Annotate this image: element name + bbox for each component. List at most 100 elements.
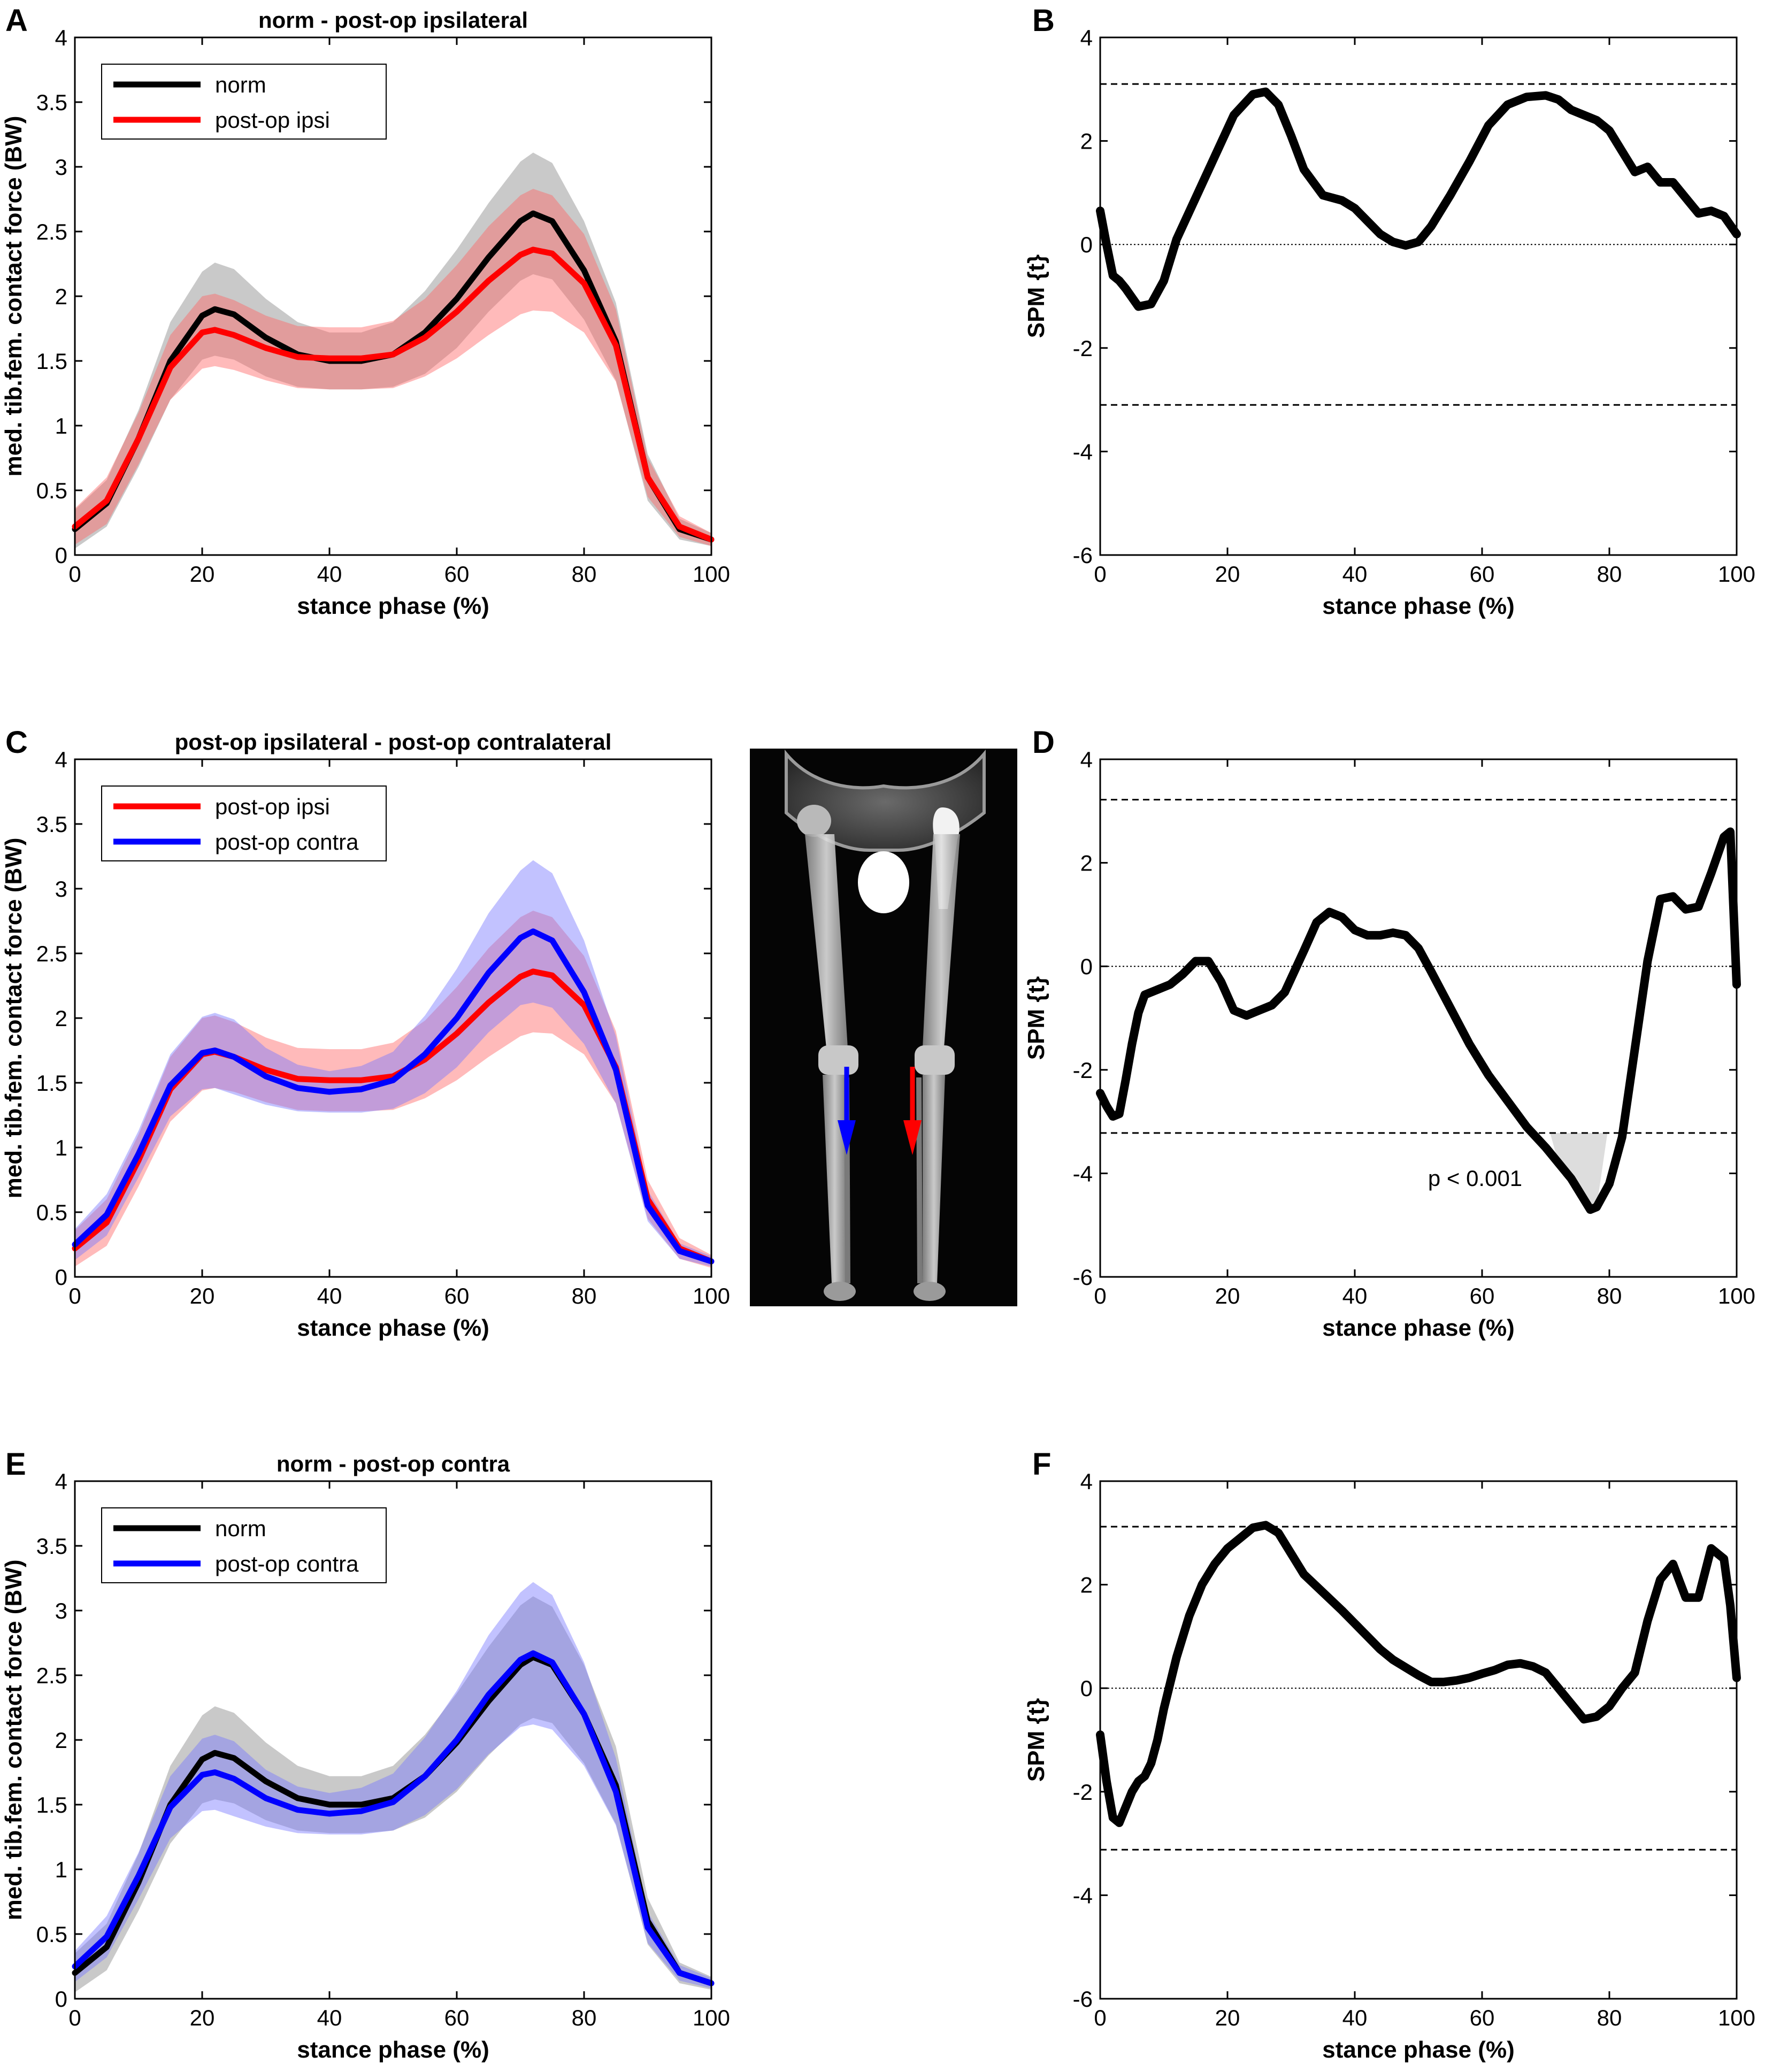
red-force-arrow-head	[903, 1120, 922, 1155]
x-tick-label: 0	[68, 1283, 81, 1308]
x-tick-label: 60	[444, 2005, 470, 2030]
x-tick-label: 40	[1342, 2005, 1368, 2030]
x-tick-label: 20	[1215, 561, 1240, 587]
y-tick-label: -6	[1073, 1986, 1093, 2012]
x-tick-label: 0	[68, 2005, 81, 2030]
x-tick-label: 20	[190, 1283, 215, 1308]
sd-band-norm	[75, 1596, 711, 1992]
right-knee-joint	[915, 1045, 955, 1075]
significance-annotation: p < 0.001	[1428, 1166, 1522, 1191]
blue-force-arrow-head	[838, 1120, 856, 1155]
series-line-spm-t-	[1096, 1521, 1741, 1827]
x-tick-label: 60	[444, 1283, 470, 1308]
left-femoral-head	[797, 805, 831, 837]
legend-label: norm	[215, 1516, 266, 1541]
y-tick-label: 2	[55, 284, 67, 309]
y-tick-label: -2	[1073, 1780, 1093, 1805]
x-tick-label: 100	[1718, 2005, 1755, 2030]
x-tick-label: 40	[1342, 561, 1368, 587]
x-tick-label: 20	[1215, 2005, 1240, 2030]
x-axis-label: stance phase (%)	[297, 1315, 489, 1341]
sd-band-post-op-ipsi	[75, 189, 711, 546]
y-tick-label: 0	[1080, 954, 1093, 979]
y-tick-label: 2.5	[36, 219, 67, 244]
y-tick-label: 0	[55, 1265, 67, 1290]
chart-b-spm-ipsi: 0 20 40 60 80 100 -6 -4 -2 0 2 4 stance phase (%) SPM…	[1023, 25, 1755, 619]
y-tick-label: 1.5	[36, 349, 67, 374]
y-tick-label: 0	[55, 1986, 67, 2012]
y-tick-label: -4	[1073, 439, 1093, 464]
x-tick-label: 60	[444, 561, 470, 587]
right-femur-shape	[923, 834, 960, 1048]
x-tick-label: 80	[572, 561, 597, 587]
x-tick-label: 100	[693, 561, 730, 587]
legend-box	[101, 64, 387, 140]
x-tick-label: 80	[572, 1283, 597, 1308]
y-tick-label: 2	[55, 1006, 67, 1031]
x-tick-label: 40	[1342, 1283, 1368, 1308]
panel-letter-f: F	[1032, 1447, 1051, 1482]
legend-label: post-op contra	[215, 829, 359, 854]
sd-band-post-op-contra	[75, 860, 711, 1267]
chart-title: post-op ipsilateral - post-op contralate…	[175, 729, 612, 754]
chart-f-spm-contra: 0 20 40 60 80 100 -6 -4 -2 0 2 4 stance phase (%) SPM…	[1023, 1469, 1755, 2063]
axes-frame	[1099, 1480, 1738, 2000]
y-tick-label: 4	[1080, 747, 1093, 772]
x-tick-label: 100	[1718, 561, 1755, 587]
y-tick-label: 1.5	[36, 1070, 67, 1096]
y-tick-label: 4	[1080, 25, 1093, 50]
x-axis-label: stance phase (%)	[1322, 2037, 1514, 2063]
y-tick-label: 2.5	[36, 941, 67, 966]
y-axis-label: med. tib.fem. contact force (BW)	[1, 838, 27, 1199]
right-fibula-line	[916, 1077, 923, 1284]
x-tick-label: 0	[1094, 561, 1106, 587]
axes-frame	[1099, 758, 1738, 1278]
y-axis-label: SPM {t}	[1023, 255, 1049, 338]
y-tick-label: 0	[55, 543, 67, 568]
y-tick-label: 0.5	[36, 1200, 67, 1225]
x-axis-label: stance phase (%)	[1322, 593, 1514, 619]
x-tick-label: 40	[317, 1283, 342, 1308]
y-tick-label: 3	[55, 876, 67, 902]
y-tick-label: -4	[1073, 1161, 1093, 1186]
x-tick-label: 80	[1597, 1283, 1622, 1308]
y-tick-label: 0	[1080, 1676, 1093, 1701]
x-axis-label: stance phase (%)	[297, 2037, 489, 2063]
y-tick-label: 2	[55, 1728, 67, 1753]
panel-letter-d: D	[1032, 725, 1055, 760]
y-tick-label: 1	[55, 413, 67, 438]
y-tick-label: 1	[55, 1135, 67, 1160]
series-line-spm-t-	[1096, 87, 1741, 311]
y-axis-label: SPM {t}	[1023, 1698, 1049, 1782]
panel-letter-a: A	[5, 3, 28, 38]
chart-e-norm-vs-post-op-contra: 0 20 40 60 80 100 0 0.5 1 1.5 2 2.5 3 3.5 4 stance phas…	[1, 1451, 730, 2063]
x-tick-label: 100	[693, 2005, 730, 2030]
legend-box	[101, 785, 387, 861]
x-tick-label: 20	[190, 2005, 215, 2030]
y-tick-label: -6	[1073, 543, 1093, 568]
chart-a-norm-vs-post-op-ipsi: 0 20 40 60 80 100 0 0.5 1 1.5 2 2.5 3 3.5 4 stance phas…	[1, 7, 730, 619]
series-line-post-op-contra	[72, 1650, 715, 1986]
y-tick-label: -2	[1073, 336, 1093, 361]
chart-title: norm - post-op ipsilateral	[258, 7, 528, 33]
y-tick-label: 0	[1080, 232, 1093, 257]
x-tick-label: 0	[68, 561, 81, 587]
y-tick-label: 0.5	[36, 1922, 67, 1947]
panel-letter-b: B	[1032, 3, 1055, 38]
left-femur-shape	[805, 834, 848, 1048]
series-line-post-op-contra	[72, 928, 715, 1265]
series-line-post-op-ipsi	[72, 247, 715, 543]
x-tick-label: 0	[1094, 1283, 1106, 1308]
y-tick-label: -2	[1073, 1058, 1093, 1083]
sd-band-post-op-contra	[75, 1582, 711, 1989]
left-knee-joint	[818, 1045, 858, 1075]
legend-label: post-op ipsi	[215, 107, 330, 133]
x-tick-label: 20	[1215, 1283, 1240, 1308]
left-ankle	[824, 1282, 856, 1301]
y-tick-label: 2	[1080, 1573, 1093, 1598]
x-tick-label: 0	[1094, 2005, 1106, 2030]
x-tick-label: 60	[1470, 561, 1495, 587]
axes-frame	[1099, 36, 1738, 556]
legend-label: post-op ipsi	[215, 794, 330, 819]
x-tick-label: 80	[1597, 2005, 1622, 2030]
